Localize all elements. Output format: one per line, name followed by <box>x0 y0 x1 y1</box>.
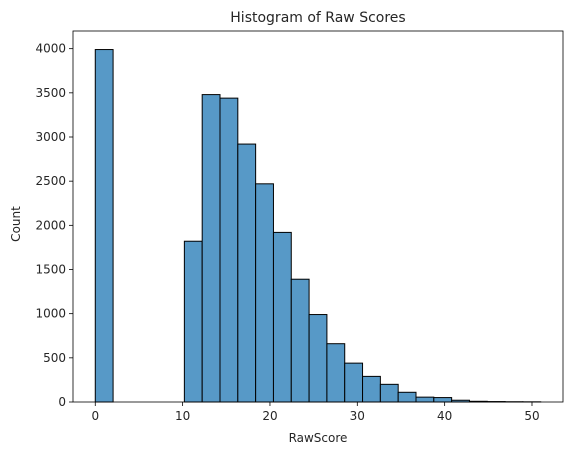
bars-group <box>94 49 542 403</box>
histogram-bar-12 <box>308 314 328 403</box>
histogram-bar-9 <box>255 183 274 403</box>
x-axis-label: RawScore <box>289 431 348 445</box>
x-axis-ticks: 0 10 20 30 40 50 <box>91 402 540 423</box>
y-tick-label: 0 <box>58 395 66 409</box>
histogram-bar-13 <box>326 343 346 403</box>
y-axis-label: Count <box>9 206 23 242</box>
y-tick-label: 1500 <box>35 263 66 277</box>
x-tick-label: 30 <box>350 409 365 423</box>
chart-title: Histogram of Raw Scores <box>230 10 405 26</box>
x-tick-label: 20 <box>262 409 277 423</box>
histogram-bar-8 <box>237 143 257 403</box>
histogram-bar-5 <box>183 240 203 403</box>
y-tick-label: 3000 <box>35 130 66 144</box>
y-tick-label: 1000 <box>35 307 66 321</box>
x-tick-label: 50 <box>524 409 539 423</box>
histogram-bar-10 <box>272 231 292 403</box>
histogram-bar-14 <box>344 362 364 403</box>
histogram-bar-6 <box>201 94 221 403</box>
x-tick-label: 40 <box>437 409 452 423</box>
y-tick-label: 500 <box>43 351 66 365</box>
histogram-bar-15 <box>362 375 381 403</box>
y-tick-label: 4000 <box>35 42 66 56</box>
y-axis-ticks: 0 500 1000 1500 2000 2500 3000 3500 4000 <box>35 42 73 409</box>
y-tick-label: 3500 <box>35 86 66 100</box>
y-tick-label: 2000 <box>35 218 66 232</box>
plot-frame <box>72 30 564 403</box>
x-tick-label: 10 <box>175 409 190 423</box>
histogram-bar-11 <box>290 278 310 403</box>
y-tick-label: 2500 <box>35 174 66 188</box>
histogram-bar-18 <box>415 396 435 403</box>
histogram-bar-17 <box>397 391 417 403</box>
histogram-bar-7 <box>219 97 239 403</box>
x-tick-label: 0 <box>91 409 99 423</box>
histogram-bar-19 <box>433 397 453 403</box>
histogram-bar-0 <box>94 49 114 403</box>
histogram-bar-16 <box>379 383 399 403</box>
